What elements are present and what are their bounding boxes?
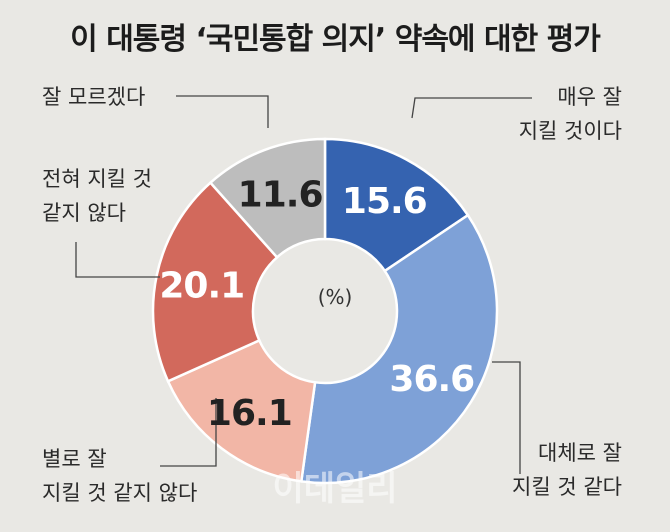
category-label-somewhat-likely: 대체로 잘 — [538, 441, 622, 465]
value-label-very-likely: 15.6 — [342, 181, 427, 222]
slice-unsure — [208, 137, 327, 260]
watermark: 이데일리 — [272, 469, 397, 509]
slice-somewhat-likely — [299, 213, 499, 485]
category-label-very-likely: 매우 잘 — [557, 85, 622, 109]
slice-not-at-all-likely — [151, 180, 279, 383]
leader-line-somewhat-likely — [492, 361, 521, 474]
chart-title: 이 대통령 ‘국민통합 의지’ 약속에 대한 평가 — [70, 22, 601, 57]
category-label-somewhat-likely: 지킬 것 같다 — [512, 475, 622, 499]
value-label-not-at-all-likely: 20.1 — [159, 266, 244, 307]
category-label-very-likely: 지킬 것이다 — [519, 119, 622, 143]
leader-line-not-at-all-likely — [75, 242, 160, 278]
category-label-unsure: 잘 모르겠다 — [42, 85, 145, 109]
slice-not-very-likely — [166, 338, 317, 483]
center-unit-label: (%) — [318, 285, 353, 309]
value-label-unsure: 11.6 — [238, 174, 323, 215]
leader-line-not-very-likely — [160, 398, 217, 467]
value-label-somewhat-likely: 36.6 — [389, 359, 474, 400]
category-label-not-at-all-likely: 같지 않다 — [42, 201, 126, 225]
category-label-not-at-all-likely: 전혀 지킬 것 — [42, 167, 152, 191]
leader-line-unsure — [176, 95, 269, 128]
leader-line-very-likely — [411, 97, 532, 119]
category-label-not-very-likely: 지킬 것 같지 않다 — [42, 481, 197, 505]
category-label-not-very-likely: 별로 잘 — [42, 447, 107, 471]
value-label-not-very-likely: 16.1 — [207, 393, 292, 434]
